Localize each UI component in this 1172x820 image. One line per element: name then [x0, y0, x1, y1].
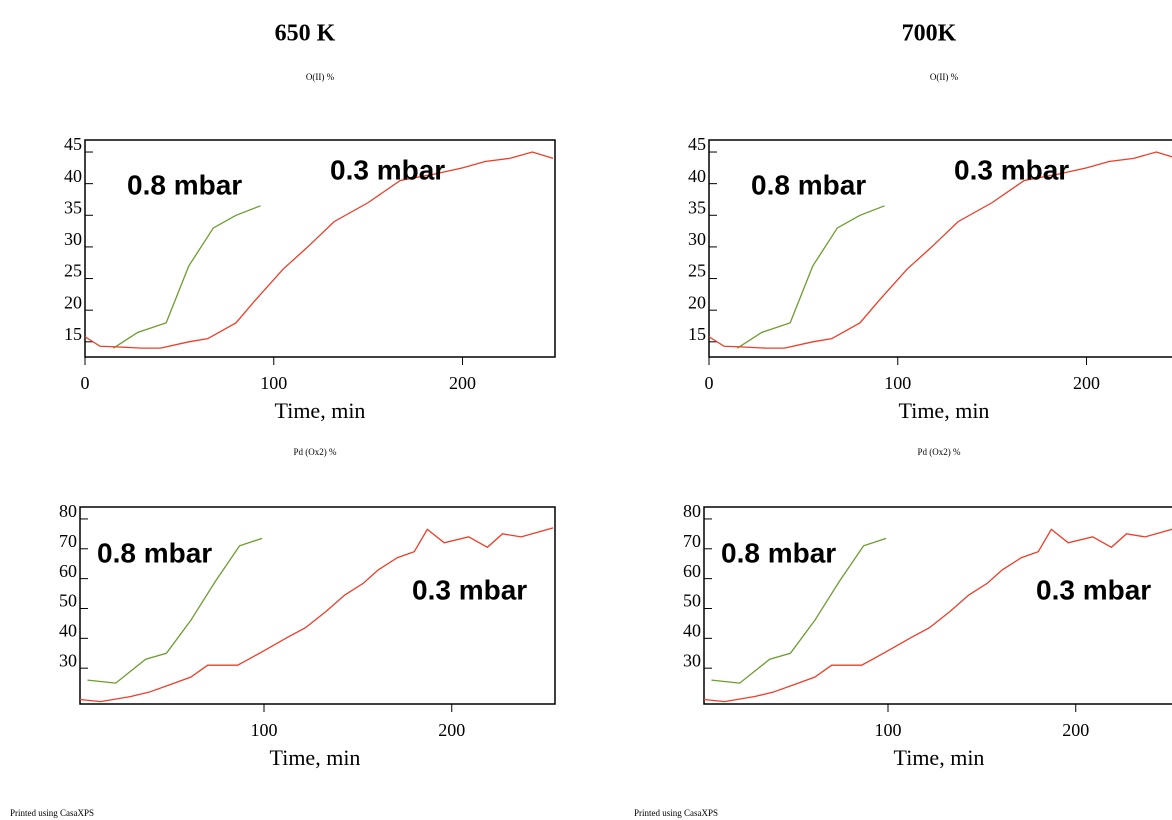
x-tick-label: 100 — [874, 720, 901, 740]
x-tick-label: 0 — [81, 373, 90, 393]
data-line — [112, 205, 261, 349]
x-axis-label: Time, min — [899, 398, 990, 423]
plot-frame — [84, 139, 556, 358]
y-tick-label: 30 — [59, 650, 77, 670]
y-tick-label: 40 — [688, 166, 706, 186]
data-line — [703, 528, 1172, 703]
series-label: 0.3 mbar — [412, 574, 527, 605]
y-tick-label: 30 — [64, 229, 82, 249]
chart-subtitle: O(II) % — [930, 72, 959, 82]
x-tick-label: 200 — [1062, 720, 1089, 740]
chart-subtitle: Pd (Ox2) % — [918, 447, 961, 457]
x-tick-label: 0 — [705, 373, 714, 393]
x-axis-label: Time, min — [270, 745, 361, 770]
x-tick-label: 100 — [260, 373, 287, 393]
y-tick-label: 35 — [64, 197, 82, 217]
y-tick-label: 80 — [683, 501, 701, 521]
y-tick-label: 70 — [59, 531, 77, 551]
footer: Printed using CasaXPS — [634, 808, 718, 818]
series-label: 0.3 mbar — [330, 154, 445, 185]
series-label: 0.3 mbar — [1036, 574, 1151, 605]
chart-subtitle: O(II) % — [306, 72, 335, 82]
y-tick-label: 35 — [688, 197, 706, 217]
series-label: 0.8 mbar — [127, 169, 242, 200]
footer: Printed using CasaXPS — [10, 808, 94, 818]
y-tick-label: 40 — [683, 620, 701, 640]
x-tick-label: 200 — [438, 720, 465, 740]
y-tick-label: 30 — [688, 229, 706, 249]
data-line — [708, 151, 1172, 349]
y-tick-label: 30 — [683, 650, 701, 670]
data-line — [736, 205, 885, 349]
data-line — [79, 527, 554, 703]
chart-subtitle: Pd (Ox2) % — [294, 447, 337, 457]
y-tick-label: 40 — [59, 620, 77, 640]
series-label: 0.8 mbar — [721, 537, 836, 568]
y-tick-label: 60 — [683, 561, 701, 581]
y-tick-label: 20 — [688, 292, 706, 312]
y-tick-label: 25 — [64, 261, 82, 281]
y-tick-label: 15 — [64, 324, 82, 344]
y-tick-label: 70 — [683, 531, 701, 551]
x-tick-label: 200 — [449, 373, 476, 393]
y-tick-label: 15 — [688, 324, 706, 344]
x-tick-label: 100 — [884, 373, 911, 393]
y-tick-label: 25 — [688, 261, 706, 281]
data-line — [711, 537, 887, 684]
chart-title: 700K — [902, 21, 957, 47]
plot-frame — [708, 139, 1172, 358]
y-tick-label: 50 — [59, 591, 77, 611]
data-line — [87, 537, 263, 684]
y-tick-label: 20 — [64, 292, 82, 312]
y-tick-label: 80 — [59, 501, 77, 521]
plot-frame — [703, 506, 1172, 705]
y-tick-label: 45 — [64, 134, 82, 154]
data-line — [84, 151, 554, 349]
x-axis-label: Time, min — [894, 745, 985, 770]
y-tick-label: 45 — [688, 134, 706, 154]
x-axis-label: Time, min — [275, 398, 366, 423]
series-label: 0.8 mbar — [751, 169, 866, 200]
chart-title: 650 K — [275, 21, 336, 47]
series-label: 0.3 mbar — [954, 154, 1069, 185]
y-tick-label: 60 — [59, 561, 77, 581]
y-tick-label: 40 — [64, 166, 82, 186]
x-tick-label: 100 — [250, 720, 277, 740]
series-label: 0.8 mbar — [97, 537, 212, 568]
y-tick-label: 50 — [683, 591, 701, 611]
plot-frame — [79, 506, 556, 705]
x-tick-label: 200 — [1073, 373, 1100, 393]
